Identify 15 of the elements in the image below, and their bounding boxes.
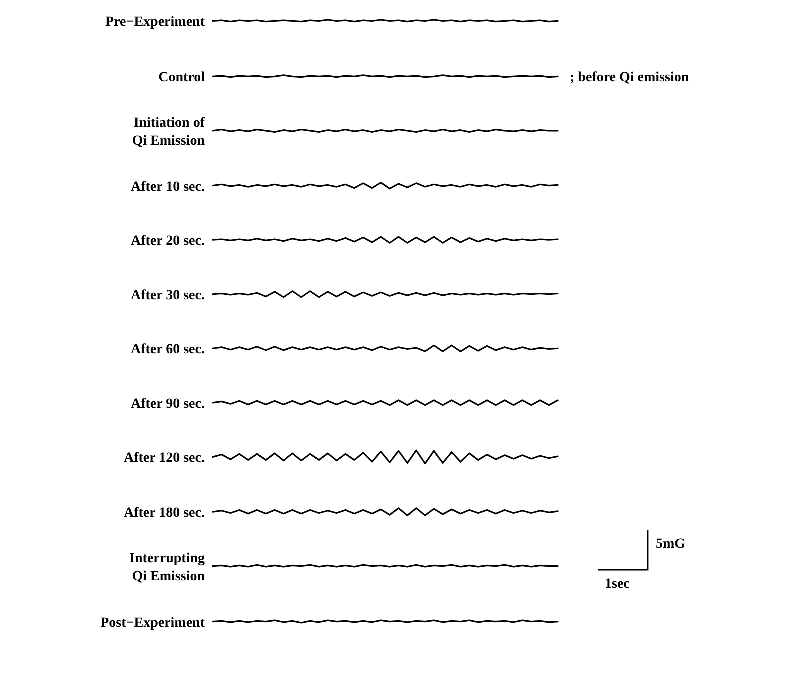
series-label: Pre−Experiment (106, 15, 206, 30)
text: 1sec (605, 577, 630, 592)
series-label: After 90 sec. (131, 396, 205, 412)
series-label: After 20 sec. (131, 234, 205, 250)
series-label: Initiation of Qi Emission (132, 116, 206, 149)
text: ; before Qi emission (570, 70, 690, 86)
series-label: After 10 sec. (131, 180, 205, 195)
text: 5mG (656, 537, 686, 552)
series-label: After 120 sec. (124, 451, 205, 466)
series-label: After 30 sec. (131, 288, 205, 304)
series-label: After 180 sec. (124, 506, 205, 522)
series-label: Interrupting Qi Emission (130, 551, 206, 584)
series-label: Post−Experiment (100, 616, 206, 631)
series-label: After 60 sec. (131, 342, 205, 358)
series-label: Control (158, 70, 206, 86)
